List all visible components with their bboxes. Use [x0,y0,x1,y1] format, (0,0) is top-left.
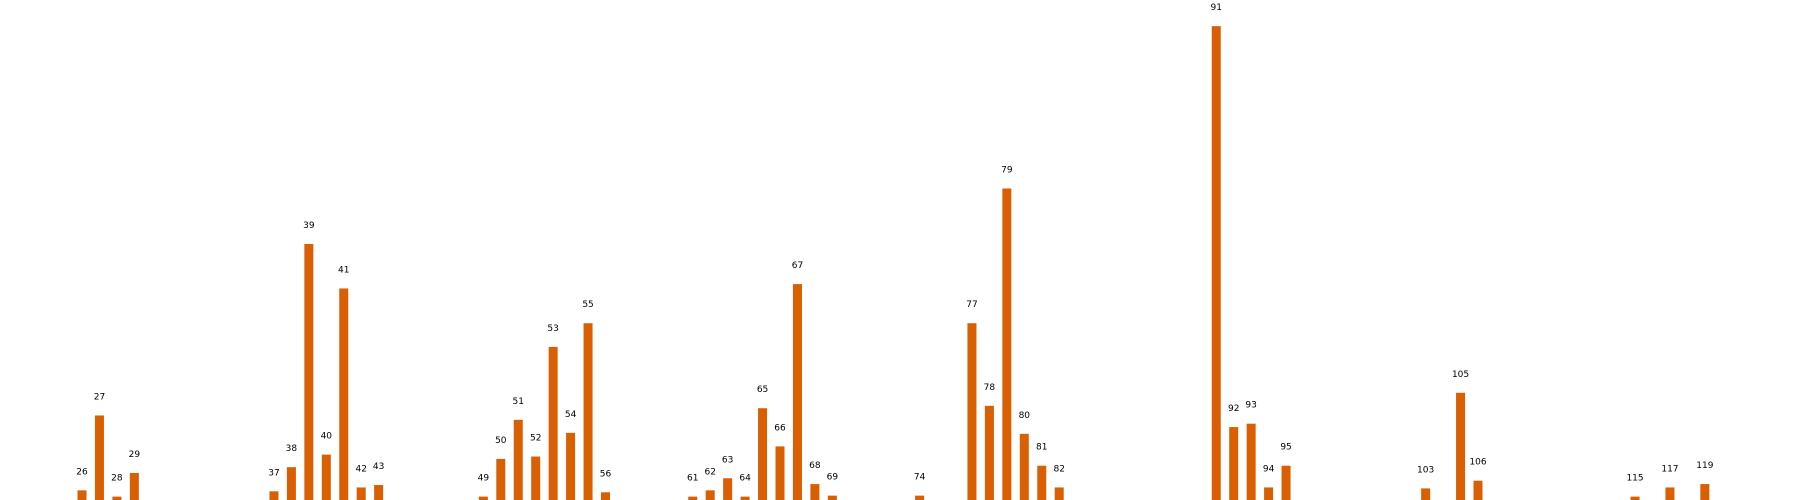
bar-77 [967,323,977,500]
bar-label-29: 29 [129,450,141,460]
bar-label-103: 103 [1417,465,1434,475]
bar-82 [1054,487,1064,500]
bar-label-92: 92 [1228,404,1239,414]
bar-79 [1002,188,1012,500]
bar-29 [129,472,139,500]
bar-78 [984,405,994,500]
bar-66 [775,446,785,500]
bar-61 [688,496,698,500]
bar-label-78: 78 [984,383,996,393]
bar-label-77: 77 [966,300,977,310]
bar-43 [374,485,384,500]
bar-119 [1700,484,1710,500]
bar-label-55: 55 [582,300,593,310]
bar-label-52: 52 [530,434,541,444]
bar-label-38: 38 [286,444,298,454]
bar-label-79: 79 [1001,165,1013,175]
bar-label-94: 94 [1263,464,1275,474]
bar-label-26: 26 [76,467,88,477]
bar-93 [1246,423,1256,500]
bar-label-81: 81 [1036,443,1047,453]
bar-56 [601,492,610,500]
bar-label-64: 64 [739,474,751,484]
bar-64 [740,496,750,500]
bar-52 [531,456,541,500]
bars-group [77,26,1710,500]
bar-label-27: 27 [94,392,105,402]
bar-label-40: 40 [321,432,333,442]
bar-label-43: 43 [373,462,384,472]
bar-label-51: 51 [513,397,524,407]
bar-label-105: 105 [1452,370,1469,380]
bar-81 [1037,465,1047,500]
bar-label-62: 62 [704,467,715,477]
bar-42 [356,487,366,500]
bar-label-67: 67 [792,261,803,271]
bar-label-68: 68 [809,461,821,471]
bar-label-93: 93 [1245,401,1256,411]
bar-label-69: 69 [827,473,839,483]
bar-51 [513,419,523,500]
bar-label-91: 91 [1211,3,1222,13]
bar-label-49: 49 [478,474,490,484]
bar-105 [1456,392,1466,500]
bar-label-37: 37 [268,468,279,478]
bar-label-117: 117 [1661,464,1678,474]
bar-label-65: 65 [757,385,768,395]
bar-label-82: 82 [1053,464,1064,474]
bar-49 [478,496,488,500]
bar-label-106: 106 [1469,458,1486,468]
bar-53 [548,346,558,500]
bar-28 [112,496,122,500]
bar-69 [827,495,837,500]
bar-115 [1630,496,1640,500]
bar-37 [269,491,279,500]
bar-67 [792,284,802,500]
bar-27 [94,415,104,500]
bar-39 [304,244,314,500]
bar-54 [566,432,576,500]
bar-50 [496,458,506,500]
bar-label-50: 50 [495,436,507,446]
bar-label-53: 53 [547,324,558,334]
bar-label-74: 74 [914,473,926,483]
bar-65 [758,408,768,500]
bar-label-56: 56 [600,469,612,479]
bar-label-41: 41 [338,265,349,275]
bar-label-63: 63 [722,455,733,465]
bar-92 [1229,427,1239,500]
bar-62 [705,490,715,500]
bar-label-61: 61 [687,474,698,484]
bar-117 [1665,487,1675,500]
bar-94 [1264,487,1274,500]
bar-label-39: 39 [303,221,315,231]
bar-label-80: 80 [1019,411,1031,421]
bar-label-95: 95 [1280,443,1291,453]
bar-label-115: 115 [1626,474,1643,484]
labels-group: 26 27 28 29 37 38 39 40 41 42 43 49 50 51 52 53 54 55 56 61… [76,3,1713,483]
bar-label-42: 42 [355,464,366,474]
bar-26 [77,490,87,500]
bar-80 [1019,433,1029,500]
bar-74 [915,495,925,500]
bar-106 [1473,480,1483,500]
bar-68 [810,484,820,500]
bar-38 [286,467,296,500]
bar-41 [339,288,349,500]
bar-label-54: 54 [565,410,577,420]
bar-label-66: 66 [774,423,786,433]
bar-95 [1281,465,1291,500]
bar-label-28: 28 [111,474,123,484]
bar-55 [583,323,593,500]
bar-103 [1421,488,1431,500]
bar-91 [1211,26,1221,500]
bar-63 [723,478,733,500]
bar-40 [321,454,331,500]
bar-label-119: 119 [1696,461,1713,471]
